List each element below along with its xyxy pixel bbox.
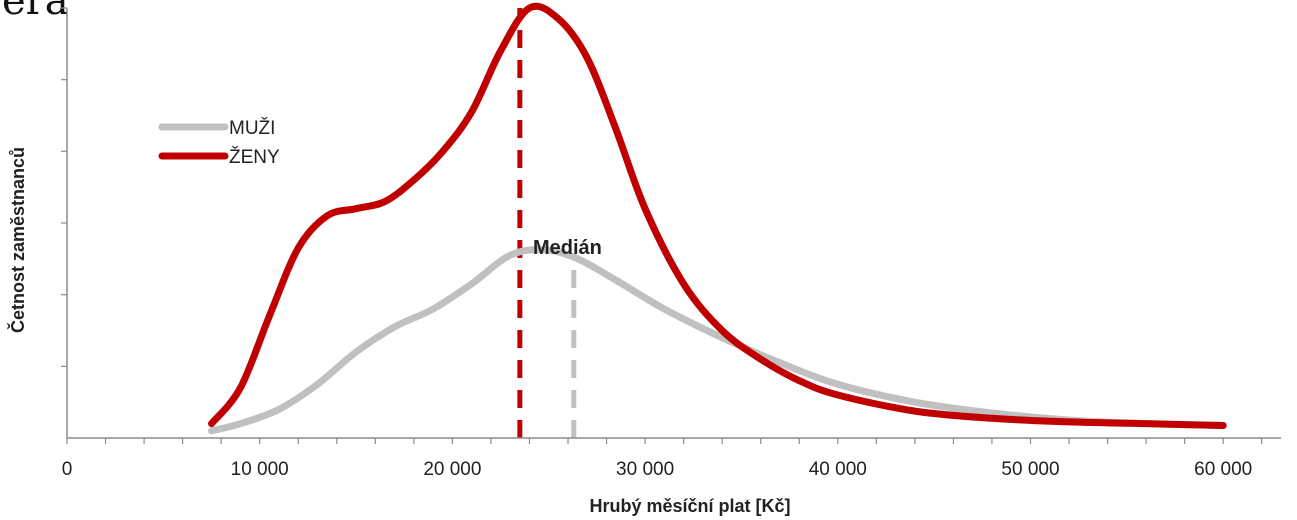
x-tick-label: 40 000 — [809, 459, 867, 480]
y-axis-title: Četnost zaměstnanců — [7, 147, 28, 333]
y-ticks — [61, 7, 67, 367]
x-ticks: 0 10 000 20 000 30 000 40 000 50 000 60 000 — [62, 438, 1263, 480]
x-tick-label: 0 — [62, 459, 73, 480]
median-lines — [517, 8, 577, 438]
annotations: Medián — [533, 237, 602, 259]
series-line-zeny — [208, 2, 1227, 429]
x-tick-label: 10 000 — [231, 459, 289, 480]
axes: 0 10 000 20 000 30 000 40 000 50 000 60 000 — [61, 7, 1281, 480]
series-lines — [208, 2, 1227, 435]
x-axis-title: Hrubý měsíční plat [Kč] — [589, 496, 790, 516]
x-tick-label: 50 000 — [1001, 459, 1059, 480]
series-line-muzi — [208, 246, 1227, 435]
legend-label: ŽENY — [229, 146, 280, 168]
x-tick-label: 30 000 — [616, 459, 674, 480]
x-tick-label: 20 000 — [423, 459, 481, 480]
x-tick-label: 60 000 — [1194, 459, 1252, 480]
legend-label: MUŽI — [229, 117, 275, 139]
legend: MUŽI ŽENY — [158, 117, 280, 168]
title-fragment: era — [2, 0, 69, 24]
median-annotation: Medián — [533, 237, 602, 259]
